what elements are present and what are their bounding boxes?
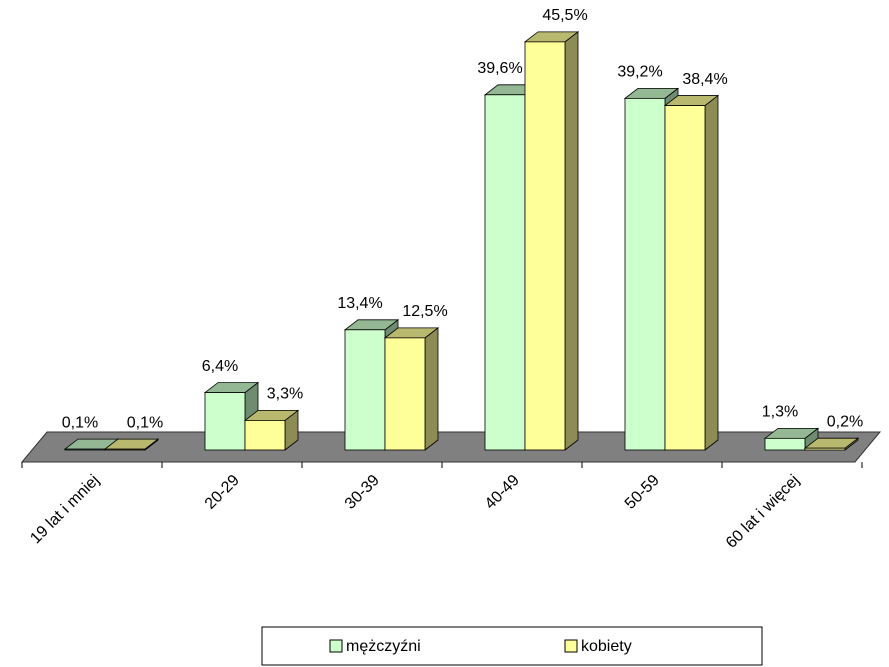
bar	[203, 381, 260, 451]
bar-front	[624, 97, 666, 451]
bar-front	[764, 437, 806, 451]
bar	[763, 427, 820, 451]
data-label: 1,3%	[762, 404, 798, 421]
bar	[663, 94, 720, 451]
data-label: 12,5%	[402, 303, 447, 320]
x-tick-label: 20-29	[202, 472, 243, 513]
bar	[523, 31, 580, 451]
bar-side	[424, 327, 439, 451]
data-label: 39,2%	[617, 64, 662, 81]
bar-front	[104, 448, 146, 451]
bar-front	[664, 105, 706, 451]
bar-side	[564, 31, 579, 451]
x-tick-label: 50-59	[622, 472, 663, 513]
data-label: 3,3%	[267, 386, 303, 403]
bar-front	[244, 419, 286, 451]
data-label: 0,1%	[62, 414, 98, 431]
bar	[383, 327, 440, 451]
bar-front	[204, 392, 246, 451]
bar-front	[384, 337, 426, 451]
data-label: 39,6%	[477, 60, 522, 77]
x-tick-label: 40-49	[482, 472, 523, 513]
bar	[243, 409, 300, 451]
bar-front	[804, 447, 846, 451]
bar-side	[704, 94, 719, 451]
x-tick-label: 60 lat i więcej	[723, 472, 803, 552]
data-label: 0,2%	[827, 413, 863, 430]
bar-front	[484, 94, 526, 451]
data-label: 38,4%	[682, 71, 727, 88]
bar	[103, 438, 160, 451]
x-tick-label: 30-39	[342, 472, 383, 513]
data-label: 0,1%	[127, 414, 163, 431]
bar-front	[64, 448, 106, 451]
bar-front	[524, 41, 566, 451]
x-tick-label: 19 lat i mniej	[27, 472, 103, 548]
legend-swatch	[564, 639, 578, 653]
legend-box	[261, 626, 763, 666]
data-label: 13,4%	[337, 295, 382, 312]
legend-swatch	[329, 639, 343, 653]
legend-label: kobiety	[581, 638, 632, 655]
bar	[803, 437, 860, 451]
data-label: 45,5%	[542, 7, 587, 24]
bar-front	[344, 329, 386, 451]
data-label: 6,4%	[202, 358, 238, 375]
floor	[20, 431, 882, 463]
legend-label: mężczyźni	[346, 638, 421, 655]
